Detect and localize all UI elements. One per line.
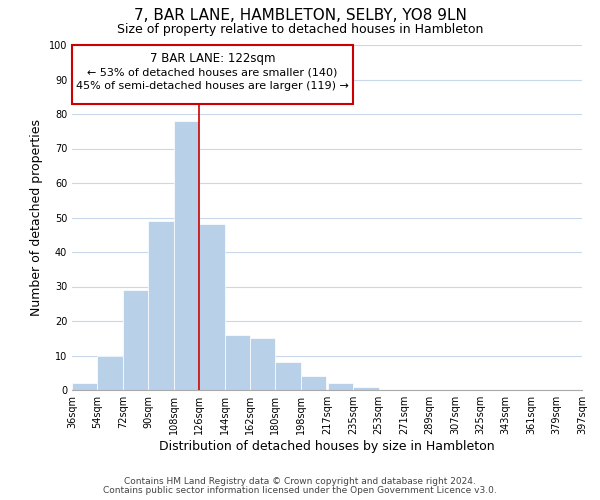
Bar: [174, 121, 199, 390]
Bar: [224, 335, 250, 390]
Bar: [275, 362, 301, 390]
X-axis label: Distribution of detached houses by size in Hambleton: Distribution of detached houses by size …: [159, 440, 495, 453]
Text: Size of property relative to detached houses in Hambleton: Size of property relative to detached ho…: [117, 22, 483, 36]
Bar: [328, 383, 353, 390]
Bar: [148, 221, 174, 390]
Y-axis label: Number of detached properties: Number of detached properties: [30, 119, 43, 316]
Text: 45% of semi-detached houses are larger (119) →: 45% of semi-detached houses are larger (…: [76, 81, 349, 91]
Text: Contains HM Land Registry data © Crown copyright and database right 2024.: Contains HM Land Registry data © Crown c…: [124, 477, 476, 486]
Bar: [301, 376, 326, 390]
FancyBboxPatch shape: [72, 45, 353, 104]
Text: 7 BAR LANE: 122sqm: 7 BAR LANE: 122sqm: [150, 52, 275, 65]
Bar: [72, 383, 97, 390]
Text: 7, BAR LANE, HAMBLETON, SELBY, YO8 9LN: 7, BAR LANE, HAMBLETON, SELBY, YO8 9LN: [134, 8, 466, 22]
Bar: [123, 290, 148, 390]
Bar: [97, 356, 123, 390]
Text: ← 53% of detached houses are smaller (140): ← 53% of detached houses are smaller (14…: [88, 68, 338, 78]
Bar: [199, 224, 224, 390]
Text: Contains public sector information licensed under the Open Government Licence v3: Contains public sector information licen…: [103, 486, 497, 495]
Bar: [250, 338, 275, 390]
Bar: [353, 386, 379, 390]
